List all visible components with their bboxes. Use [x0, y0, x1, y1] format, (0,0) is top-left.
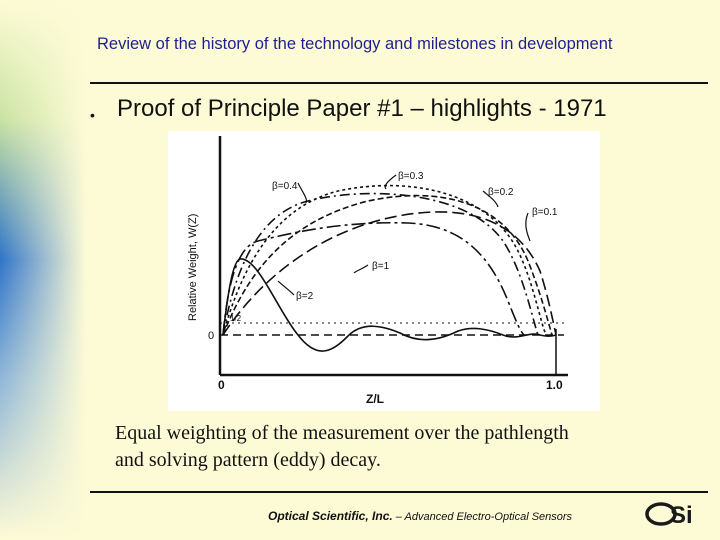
leader-beta-0.2: [482, 190, 499, 208]
label-beta-0.2: β=0.2: [488, 187, 514, 198]
logo-ring: [645, 502, 677, 526]
label-beta-2: β=2: [296, 291, 314, 302]
curve-beta-0.1: [222, 211, 557, 336]
header-divider: [90, 82, 708, 84]
footer: Optical Scientific, Inc. – Advanced Elec…: [268, 509, 572, 523]
bullet-heading: Proof of Principle Paper #1 – highlights…: [117, 95, 607, 122]
curve-beta-0.3: [222, 184, 547, 336]
bullet-marker: •: [90, 107, 95, 123]
caption-line-1: Equal weighting of the measurement over …: [115, 422, 569, 444]
label-beta-1: β=1: [372, 261, 390, 272]
y-axis-label: Relative Weight, W(Z): [187, 214, 199, 321]
footer-tagline: – Advanced Electro-Optical Sensors: [392, 511, 573, 523]
curve-beta-2: [222, 258, 557, 352]
y-origin-label: 0: [208, 330, 214, 342]
y-half-label: 1/2: [230, 314, 242, 323]
weight-curves-figure: β=0.4 β=0.3 β=0.2 β=0.1 β=1 β=2 Relative…: [187, 136, 568, 406]
caption-line-2: and solving pattern (eddy) decay.: [115, 449, 381, 471]
leader-beta-1: [353, 264, 369, 274]
curve-beta-0.2: [222, 194, 553, 336]
label-beta-0.1: β=0.1: [532, 207, 558, 218]
slide-header: Review of the history of the technology …: [97, 35, 613, 53]
caption: Equal weighting of the measurement over …: [115, 420, 695, 474]
leader-beta-0.4: [297, 182, 308, 204]
leader-beta-0.1: [525, 212, 531, 242]
leader-beta-2: [277, 280, 295, 296]
label-beta-0.4: β=0.4: [272, 181, 298, 192]
footer-company: Optical Scientific, Inc.: [268, 509, 393, 523]
leader-beta-0.3: [384, 174, 397, 190]
footer-divider: [90, 491, 708, 493]
curve-beta-0.4: [222, 192, 539, 336]
osi-logo: Si: [644, 496, 706, 530]
x-axis-label: Z/L: [366, 392, 384, 406]
logo-text: Si: [670, 502, 693, 529]
x-tick-end: 1.0: [546, 378, 563, 392]
scanned-figure: β=0.4 β=0.3 β=0.2 β=0.1 β=1 β=2 Relative…: [168, 131, 600, 411]
side-gradient-band: [0, 0, 86, 540]
x-tick-start: 0: [218, 378, 225, 392]
label-beta-0.3: β=0.3: [398, 171, 424, 182]
curve-beta-1: [222, 221, 525, 336]
